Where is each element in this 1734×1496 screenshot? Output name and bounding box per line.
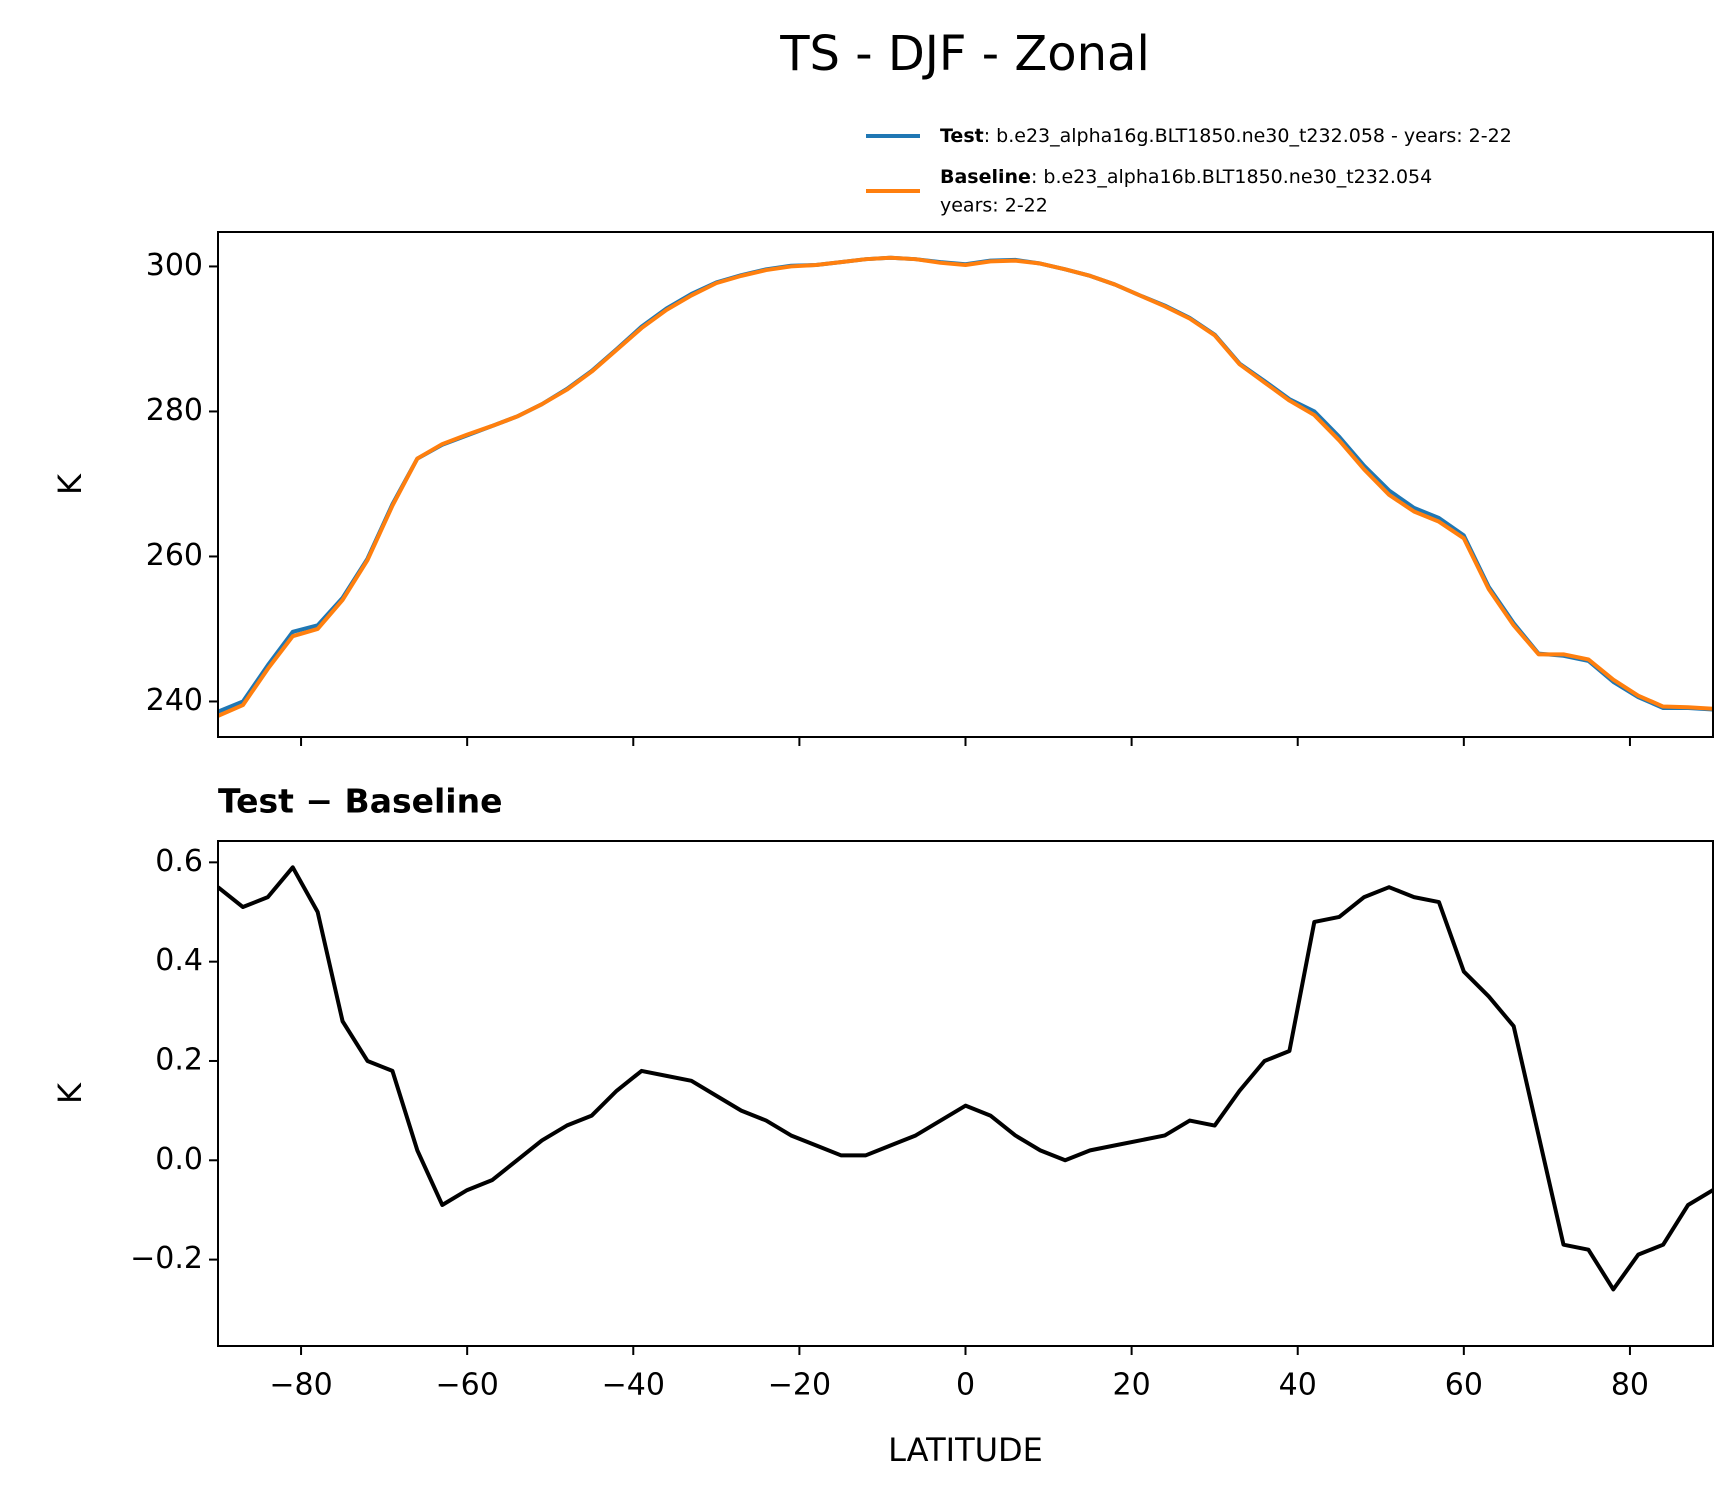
y-tick-label: 260 — [146, 538, 203, 573]
y-axis-label: K — [51, 473, 89, 495]
legend-label: Baseline: b.e23_alpha16b.BLT1850.ne30_t2… — [940, 166, 1432, 188]
x-tick-label: −60 — [436, 1368, 499, 1403]
legend-description: : b.e23_alpha16b.BLT1850.ne30_t232.054 — [1031, 166, 1432, 188]
line — [218, 255, 1713, 718]
x-axis-label: LATITUDE — [888, 1431, 1043, 1469]
x-tick-label: 20 — [1113, 1368, 1151, 1403]
y-tick-label: 300 — [146, 248, 203, 283]
x-tick-label: 80 — [1611, 1368, 1649, 1403]
y-tick-label: 280 — [146, 393, 203, 428]
y-tick-label: 240 — [146, 683, 203, 718]
legend-name: Test — [940, 125, 984, 147]
legend-description: : b.e23_alpha16g.BLT1850.ne30_t232.058 -… — [984, 125, 1512, 147]
axes-frame — [217, 840, 1714, 1347]
y-axis-label: K — [51, 1082, 89, 1104]
x-tick-label: 40 — [1279, 1368, 1317, 1403]
y-tick-label: 0.4 — [155, 943, 203, 978]
y-tick-label: 0.0 — [155, 1142, 203, 1177]
legend-description: years: 2-22 — [940, 195, 1048, 217]
legend-label: Test: b.e23_alpha16g.BLT1850.ne30_t232.0… — [940, 125, 1512, 147]
subplot-title: Test − Baseline — [218, 782, 503, 821]
x-tick-label: −80 — [269, 1368, 332, 1403]
legend-name: Baseline — [940, 166, 1031, 188]
y-tick-label: 0.6 — [155, 844, 203, 879]
x-tick-label: 60 — [1445, 1368, 1483, 1403]
y-tick-label: −0.2 — [130, 1241, 203, 1276]
line — [218, 255, 1713, 714]
figure-title: TS - DJF - Zonal — [779, 26, 1150, 82]
axes-frame — [217, 231, 1714, 738]
x-tick-label: 0 — [956, 1368, 975, 1403]
x-tick-label: −20 — [768, 1368, 831, 1403]
x-tick-label: −40 — [602, 1368, 665, 1403]
y-tick-label: 0.2 — [155, 1042, 203, 1077]
line — [218, 865, 1713, 1292]
